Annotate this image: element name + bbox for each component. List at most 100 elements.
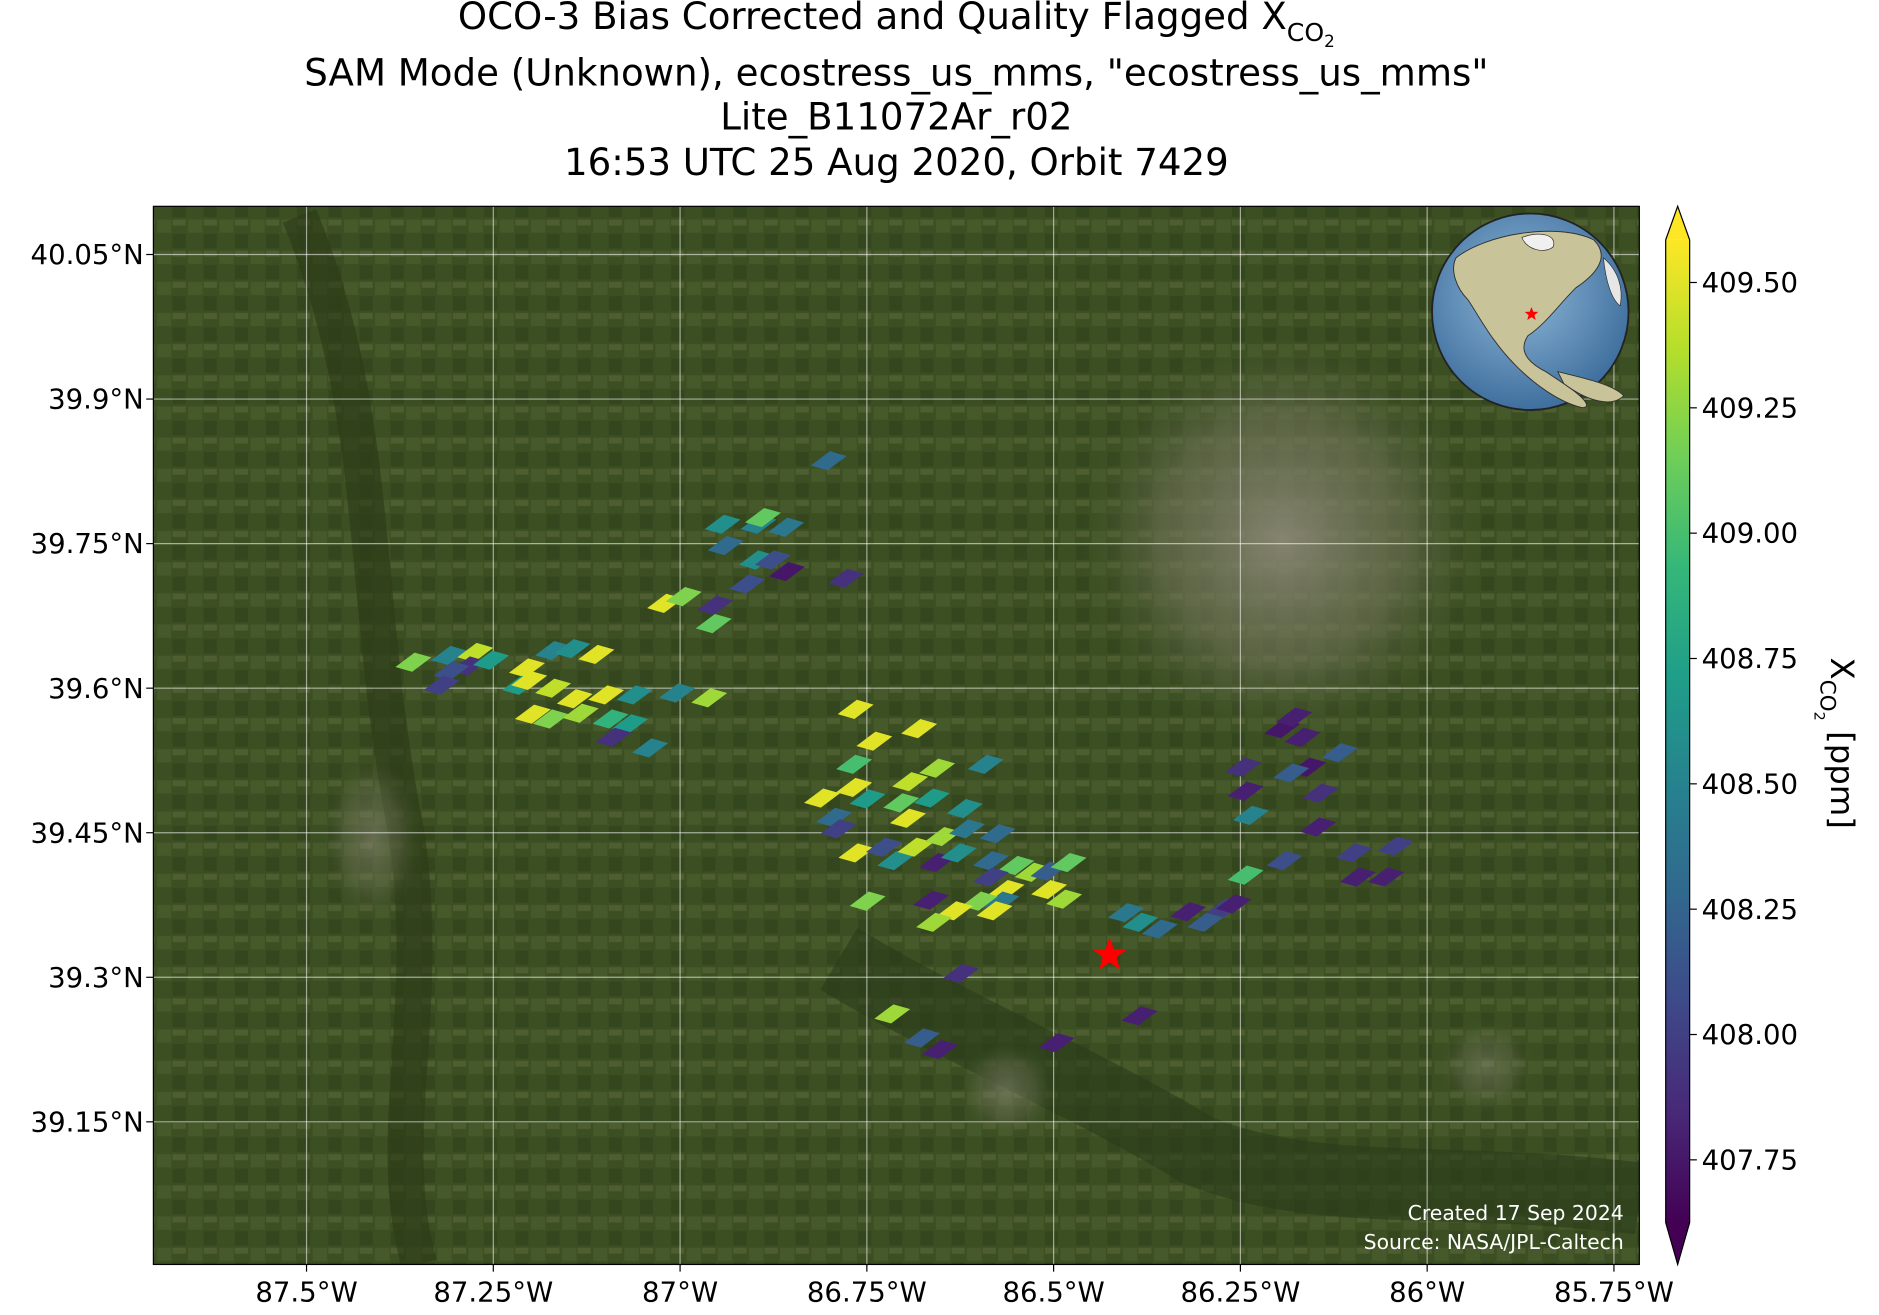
footprint: [1187, 912, 1224, 932]
colorbar-tick-label: 408.25: [1702, 894, 1798, 926]
footprint: [940, 843, 977, 863]
footprint: [1300, 817, 1337, 837]
footprint: [612, 714, 649, 734]
footprint: [535, 641, 572, 661]
footprint: [1038, 1033, 1075, 1053]
footprint: [1050, 853, 1087, 873]
footprint: [948, 819, 985, 839]
footprint: [1266, 851, 1303, 871]
footprint: [1141, 919, 1178, 939]
colorbar-tick-label: 407.75: [1702, 1144, 1798, 1176]
footprint: [998, 855, 1035, 876]
x-tick-label: 86.25°W: [1180, 1277, 1300, 1309]
footprint: [849, 789, 886, 809]
footprint: [1170, 902, 1207, 922]
subtitle: 16:53 UTC 25 Aug 2020, Orbit 7429: [564, 141, 1229, 184]
colorbar-outline: [1665, 204, 1691, 1267]
footprint: [838, 843, 875, 863]
footprint: [837, 699, 874, 719]
footprint: [913, 788, 950, 808]
footprint: [979, 824, 1016, 844]
footprint: [508, 658, 545, 678]
footprint: [745, 508, 781, 528]
basemap: [153, 206, 1640, 1265]
footprint: [532, 709, 569, 729]
footnote: Created 17 Sep 2024: [1408, 1201, 1624, 1225]
footprint: [897, 837, 934, 857]
footprint: [616, 685, 653, 705]
footprint: [804, 788, 841, 808]
colorbar: 409.50 409.25 409.00 408.75 408.50 408.25 408.…: [1665, 204, 1798, 1267]
footprint: [836, 754, 873, 774]
footprint: [972, 851, 1009, 871]
subtitle: SAM Mode (Unknown), ecostress_us_mms, "e…: [304, 51, 1488, 94]
footprint: [431, 645, 468, 665]
footprint: [433, 661, 470, 681]
map-frame: [152, 205, 1640, 1266]
footprint: [768, 517, 805, 537]
x-tick-label: 87°W: [642, 1277, 718, 1309]
x-tick-label: 86.5°W: [1002, 1277, 1104, 1309]
footprint: [1284, 727, 1321, 747]
footprint: [729, 574, 766, 594]
footprint: [659, 683, 696, 703]
y-tick-label: 39.6°N: [48, 673, 144, 705]
footprint: [937, 901, 973, 921]
footprint: [889, 808, 926, 828]
footprint: [919, 758, 956, 778]
footprint: [707, 535, 744, 556]
colorbar-tick-label: 409.50: [1702, 267, 1798, 299]
footprint: [967, 754, 1004, 774]
target-layer: [1092, 306, 1539, 970]
colorbar-label-subsub: 2: [1810, 712, 1826, 721]
footprint: [1215, 894, 1252, 914]
grid: [153, 206, 1640, 1265]
footprint: [691, 688, 728, 708]
footprint: [1273, 763, 1310, 783]
footprint: [1046, 889, 1083, 909]
footprint: [697, 595, 734, 615]
footprint: [883, 793, 920, 813]
colorbar-extend: [1665, 1222, 1690, 1265]
colorbar-extend: [1665, 206, 1690, 240]
footprint: [1227, 865, 1264, 885]
colorbar-body: [1665, 239, 1690, 1223]
colorbar-label-unit: [ppm]: [1823, 721, 1861, 829]
x-tick-label: 86.75°W: [807, 1277, 927, 1309]
footprint: [836, 777, 873, 798]
footprint: [511, 670, 548, 691]
footprint: [554, 639, 591, 659]
footprint: [695, 614, 732, 634]
footprint: [704, 514, 741, 534]
subtitle: Lite_B11072Ar_r02: [720, 96, 1072, 139]
footprint: [866, 837, 903, 857]
y-tick-label: 40.05°N: [31, 239, 144, 271]
footprint: [473, 650, 510, 670]
footprint: [588, 685, 625, 705]
title-sub: CO: [1287, 18, 1324, 47]
x-tick-label: 87.5°W: [255, 1277, 357, 1309]
footprint: [892, 772, 929, 792]
footprint: [595, 727, 632, 747]
footprint: [946, 799, 983, 819]
footprint: [395, 652, 432, 672]
footprint: [1227, 781, 1264, 801]
y-tick-label: 39.9°N: [48, 384, 144, 416]
footprint: [976, 901, 1013, 921]
footprint: [1108, 903, 1145, 923]
y-tick-label: 39.75°N: [31, 528, 144, 560]
footprint: [1121, 1006, 1158, 1026]
footprint: [514, 704, 551, 724]
y-tick-label: 39.45°N: [31, 817, 144, 849]
colorbar-tick-label: 409.00: [1702, 518, 1798, 550]
footprint: [1122, 912, 1159, 932]
y-tick-label: 39.3°N: [48, 962, 144, 994]
title: OCO-3 Bias Corrected and Quality Flagged…: [458, 0, 1335, 51]
colorbar-label-sub: CO: [1814, 680, 1839, 712]
x-tick-label: 85.75°W: [1554, 1277, 1674, 1309]
footprint: [874, 1004, 911, 1024]
footprint: [1368, 867, 1405, 887]
footprint: [1339, 867, 1376, 887]
globe-star: [1524, 306, 1539, 321]
